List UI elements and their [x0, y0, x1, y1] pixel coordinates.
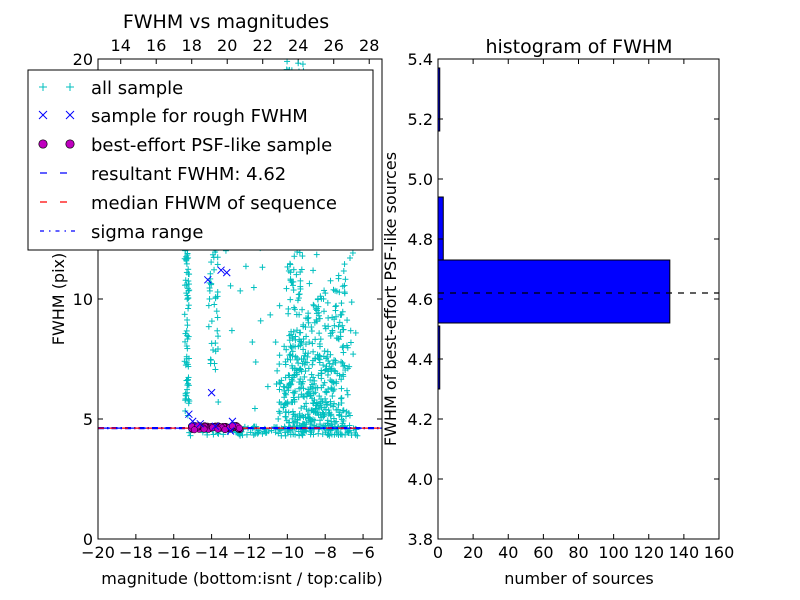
legend-label-resultant-fwhm: resultant FWHM: 4.62 — [91, 164, 286, 185]
left-x-tick-label: −10 — [270, 543, 304, 562]
histogram-bars — [437, 67, 671, 390]
rough-sample-point-b — [196, 419, 205, 428]
top-x-tick-label: 22 — [253, 36, 273, 55]
right-histogram-panel: histogram of FWHM 0 20 40 60 80 100 120 140 160 3… — [381, 36, 734, 588]
right-x-tick-label: 20 — [463, 543, 483, 562]
rough-sample-point-b — [226, 427, 235, 435]
legend-label-psf-sample: best-effort PSF-like sample — [91, 135, 332, 156]
left-y-tick-label: 10 — [73, 290, 93, 309]
legend-markers — [38, 83, 75, 232]
left-x-axis-label: magnitude (bottom:isnt / top:calib) — [101, 569, 382, 588]
psf-sample-point — [221, 426, 229, 434]
top-x-tick-label: 18 — [182, 36, 202, 55]
legend-label-sigma-range: sigma range — [91, 222, 203, 243]
legend-label-median-fwhm: median FHWM of sequence — [91, 193, 337, 214]
right-y-tick-label: 5.0 — [408, 170, 433, 189]
rough-sample-points — [185, 266, 237, 435]
right-chart-title: histogram of FWHM — [485, 36, 672, 58]
right-x-tick-label: 100 — [598, 543, 629, 562]
legend: all sample sample for rough FWHM best-ef… — [27, 69, 374, 251]
right-x-axis-label: number of sources — [504, 569, 654, 588]
left-x-tick-label: −12 — [233, 543, 267, 562]
legend-rough-sample-marker-b — [65, 110, 75, 120]
left-y-tick-label: 5 — [83, 410, 93, 429]
left-y-tick-label: 20 — [73, 50, 93, 69]
left-x-tick-label: −20 — [81, 543, 115, 562]
legend-label-all-sample: all sample — [91, 78, 183, 99]
left-top-axis: 14 16 18 20 22 24 26 28 — [111, 36, 379, 64]
rough-sample-point-b — [203, 275, 212, 284]
legend-psf-sample-marker — [38, 139, 48, 149]
right-x-tick-label: 40 — [498, 543, 518, 562]
legend-psf-sample-marker — [65, 139, 75, 149]
left-y-axis-label: FWHM (pix) — [49, 253, 68, 346]
right-y-tick-label: 4.8 — [408, 230, 433, 249]
left-x-tick-label: −18 — [119, 543, 153, 562]
histogram-bar — [437, 259, 671, 324]
right-y-tick-label: 5.4 — [408, 50, 433, 69]
right-axes-ticks: 0 20 40 60 80 100 120 140 160 3.8 4.0 4.2 4.4 4.6 4.8 5… — [408, 50, 735, 562]
top-x-tick-label: 28 — [359, 36, 379, 55]
rough-sample-point-b — [228, 417, 237, 426]
rough-sample-point-b — [207, 388, 216, 397]
psf-sample-point — [190, 426, 198, 434]
legend-label-rough-sample: sample for rough FWHM — [91, 106, 308, 127]
right-x-tick-label: 140 — [669, 543, 700, 562]
right-y-tick-label: 5.2 — [408, 110, 433, 129]
psf-sample-point — [235, 424, 243, 432]
rough-sample-point-b — [211, 422, 220, 431]
top-x-tick-label: 14 — [111, 36, 131, 55]
left-chart-title: FWHM vs magnitudes — [123, 11, 329, 33]
left-y-tick-label: 0 — [83, 530, 93, 549]
rough-sample-point-b — [222, 268, 231, 277]
left-x-tick-label: −16 — [157, 543, 191, 562]
left-x-tick-label: −6 — [351, 543, 375, 562]
psf-sample-point — [200, 425, 208, 433]
top-x-tick-label: 16 — [146, 36, 166, 55]
right-x-tick-label: 60 — [533, 543, 553, 562]
top-x-tick-label: 20 — [217, 36, 237, 55]
left-x-tick-label: −14 — [195, 543, 229, 562]
left-x-tick-label: −8 — [313, 543, 337, 562]
right-x-tick-label: 120 — [633, 543, 664, 562]
right-x-tick-label: 0 — [433, 543, 443, 562]
top-x-tick-label: 24 — [288, 36, 308, 55]
right-x-tick-label: 80 — [568, 543, 588, 562]
right-y-tick-label: 4.6 — [408, 290, 433, 309]
right-y-tick-label: 4.4 — [408, 350, 433, 369]
right-y-tick-label: 4.2 — [408, 410, 433, 429]
left-axes-ticks: −20 −18 −16 −14 −12 −10 −8 −6 0 5 10 20 — [73, 50, 382, 562]
right-y-tick-label: 3.8 — [408, 530, 433, 549]
right-y-tick-label: 4.0 — [408, 470, 433, 489]
rough-sample-point-b — [217, 266, 225, 275]
rough-sample-point-b — [185, 410, 193, 419]
histogram-bar — [437, 196, 444, 261]
rough-sample-point-b — [188, 417, 197, 426]
top-x-tick-label: 26 — [324, 36, 344, 55]
left-scatter-panel: FWHM vs magnitudes 14 16 18 20 22 24 26 28 −20−… — [27, 11, 383, 588]
reference-lines — [98, 427, 382, 430]
right-y-axis-label: FWHM of best-effort PSF-like sources — [381, 152, 400, 446]
legend-box — [27, 69, 374, 251]
legend-rough-sample-marker-b — [38, 110, 48, 120]
right-x-tick-label: 160 — [704, 543, 735, 562]
